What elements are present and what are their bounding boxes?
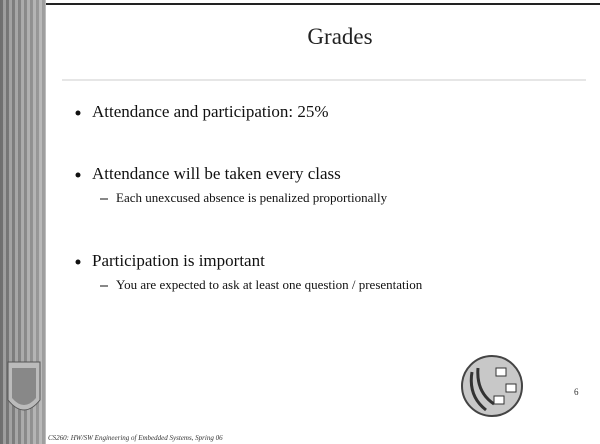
bullet-text: Attendance and participation: 25% [92,102,329,122]
page-number: 6 [574,387,579,397]
sub-bullet-text: Each unexcused absence is penalized prop… [116,190,387,206]
bullet-dot [76,111,81,116]
sub-bullet-text: You are expected to ask at least one que… [116,277,422,293]
slide-title: Grades [60,24,600,50]
bullet-dot [76,173,81,178]
footer-text: CS260: HW/SW Engineering of Embedded Sys… [48,434,223,442]
slide-decoration [0,0,600,444]
clipart [462,356,522,416]
logo [8,362,40,410]
bullet-text: Participation is important [92,251,265,271]
slide: {"header": {"title": "Grades"}, "bullets… [0,0,600,444]
bullet-text: Attendance will be taken every class [92,164,341,184]
bullet-dot [76,260,81,265]
